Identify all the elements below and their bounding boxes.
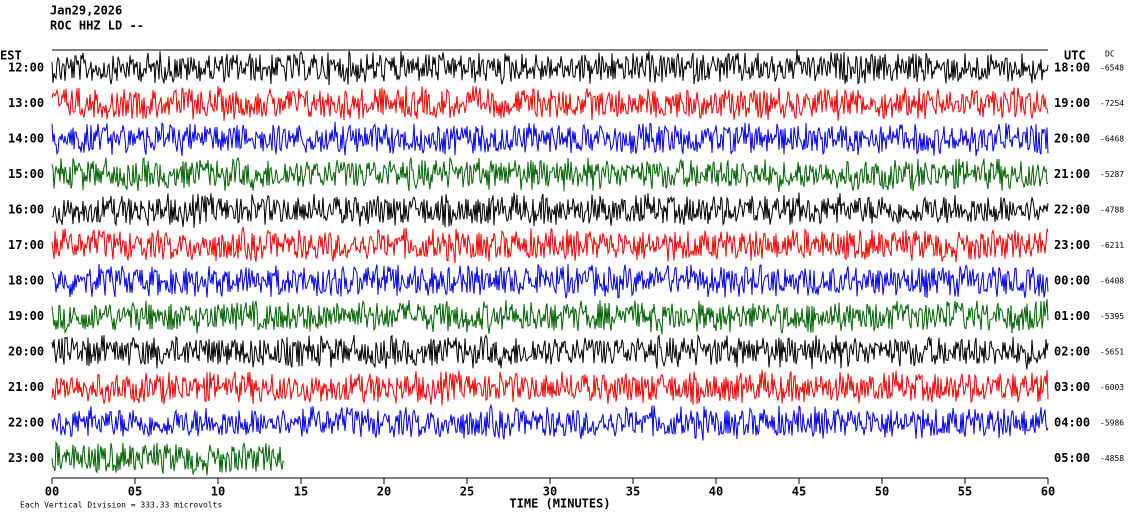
dc-value: -5287: [1100, 170, 1124, 179]
x-tick-label: 45: [792, 485, 806, 499]
dc-value: -6548: [1100, 64, 1124, 73]
right-time: 21:00: [1054, 167, 1090, 181]
x-tick-label: 20: [377, 485, 391, 499]
left-time: 16:00: [8, 203, 44, 217]
x-tick-label: 25: [460, 485, 474, 499]
right-label: UTC: [1064, 49, 1086, 63]
trace: [51, 85, 1049, 121]
right-time: 03:00: [1054, 380, 1090, 394]
dc-value: -6211: [1100, 241, 1124, 250]
left-time: 21:00: [8, 380, 44, 394]
right-time: 02:00: [1054, 345, 1090, 359]
right-time: 23:00: [1054, 238, 1090, 252]
dc-value: -6408: [1100, 277, 1124, 286]
right-time: 04:00: [1054, 416, 1090, 430]
dc-value: -4788: [1100, 206, 1124, 215]
dc-value: -7254: [1100, 99, 1124, 108]
trace: [51, 299, 1049, 335]
trace: [51, 264, 1049, 299]
footer: Each Vertical Division = 333.33 microvol…: [20, 501, 222, 510]
trace: [51, 369, 1049, 406]
left-time: 23:00: [8, 451, 44, 465]
x-tick-label: 50: [875, 485, 889, 499]
x-tick-label: 60: [1041, 485, 1055, 499]
left-label: EST: [0, 49, 22, 63]
trace: [51, 192, 1049, 228]
date: Jan29,2026: [50, 4, 122, 18]
left-time: 15:00: [8, 167, 44, 181]
left-time: 13:00: [8, 96, 44, 110]
trace: [51, 50, 1049, 86]
left-time: 20:00: [8, 345, 44, 359]
right-time: 19:00: [1054, 96, 1090, 110]
left-time: 18:00: [8, 274, 44, 288]
x-tick-label: 00: [45, 485, 59, 499]
dc-value: -4858: [1100, 454, 1124, 463]
x-tick-label: 40: [709, 485, 723, 499]
left-time: 12:00: [8, 61, 44, 75]
x-tick-label: 35: [626, 485, 640, 499]
trace: [51, 403, 1049, 441]
dc-value: -5651: [1100, 348, 1124, 357]
right-time: 20:00: [1054, 132, 1090, 146]
trace: [51, 121, 1049, 157]
x-tick-label: 55: [958, 485, 972, 499]
trace: [51, 441, 285, 476]
station: ROC HHZ LD --: [50, 19, 144, 33]
dc-value: -5986: [1100, 419, 1124, 428]
left-time: 19:00: [8, 309, 44, 323]
right-time: 05:00: [1054, 451, 1090, 465]
x-tick-label: 05: [128, 485, 142, 499]
trace: [51, 333, 1049, 370]
left-time: 14:00: [8, 132, 44, 146]
left-time: 22:00: [8, 416, 44, 430]
x-tick-label: 30: [543, 485, 557, 499]
right-time: 01:00: [1054, 309, 1090, 323]
x-tick-label: 10: [211, 485, 225, 499]
right-time: 22:00: [1054, 203, 1090, 217]
left-time: 17:00: [8, 238, 44, 252]
trace: [51, 156, 1049, 193]
x-tick-label: 15: [294, 485, 308, 499]
right-time: 00:00: [1054, 274, 1090, 288]
dc-value: -5395: [1100, 312, 1124, 321]
dc-value: -6003: [1100, 383, 1124, 392]
x-label: TIME (MINUTES): [509, 497, 610, 511]
trace: [51, 225, 1049, 264]
right-time: 18:00: [1054, 61, 1090, 75]
dc-label: DC: [1105, 50, 1115, 59]
traces: [51, 50, 1049, 476]
dc-value: -6468: [1100, 135, 1124, 144]
